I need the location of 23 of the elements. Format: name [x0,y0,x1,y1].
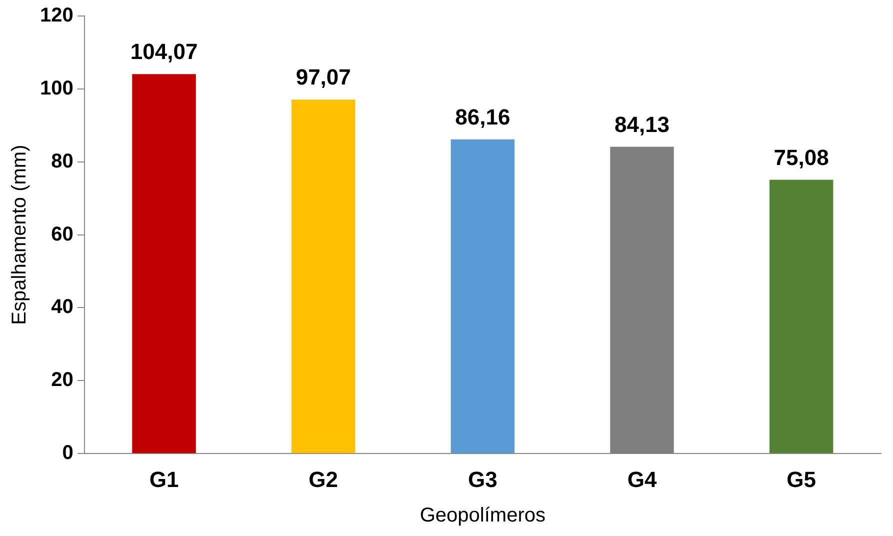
bar [769,180,834,454]
data-label: 86,16 [455,104,510,130]
data-label: 84,13 [614,112,670,137]
bar [450,139,515,454]
x-tick-label: G3 [468,466,498,492]
y-tick-label: 40 [51,296,74,318]
data-label: 97,07 [296,64,351,90]
x-tick-label: G4 [627,466,658,492]
y-tick-label: 80 [51,150,74,172]
x-tick-label: G5 [786,466,816,492]
bar [291,100,356,454]
x-tick-label: G1 [149,466,179,492]
y-tick-label: 0 [62,442,74,464]
y-tick-label: 60 [51,223,74,246]
y-tick-label: 100 [40,77,74,100]
data-label: 104,07 [130,39,198,64]
x-axis-title: Geopolímeros [420,504,546,527]
y-axis-title: Espalhamento (mm) [8,144,31,325]
data-label: 75,08 [774,144,829,170]
y-tick-label: 120 [40,4,74,27]
bar [132,74,196,454]
x-tick-label: G2 [308,466,338,492]
y-tick-label: 20 [51,369,74,392]
